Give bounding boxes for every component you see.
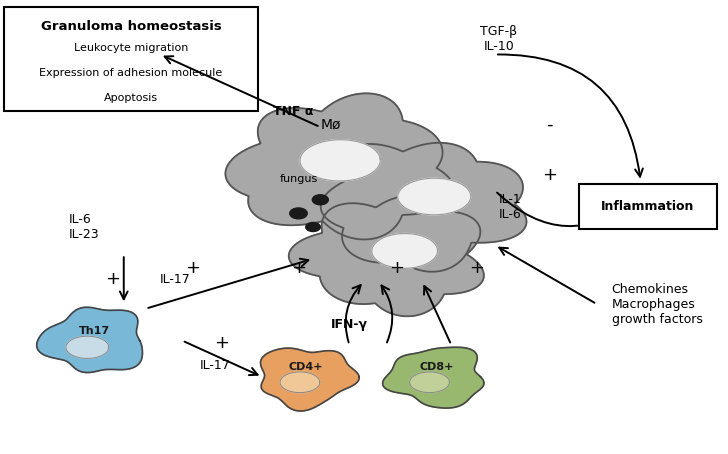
Text: Inflammation: Inflammation [601,200,695,213]
Text: +: + [389,259,404,277]
Text: Chemokines
Macrophages
growth factors: Chemokines Macrophages growth factors [612,283,703,326]
Text: TGF-β
IL-10: TGF-β IL-10 [480,25,517,53]
Text: Mø: Mø [321,118,341,132]
Text: Th17: Th17 [79,326,110,336]
Text: IL-17: IL-17 [160,273,191,286]
Text: Expression of adhesion molecule: Expression of adhesion molecule [39,68,223,78]
Text: CD4+: CD4+ [288,362,323,372]
Text: Leukocyte migration: Leukocyte migration [74,43,189,53]
FancyBboxPatch shape [4,7,258,111]
Text: IL-17: IL-17 [200,359,231,372]
Polygon shape [261,348,359,411]
Text: CD8+: CD8+ [419,362,454,372]
FancyBboxPatch shape [579,184,717,229]
Polygon shape [410,372,449,393]
Circle shape [306,222,320,232]
Polygon shape [226,94,454,239]
FancyArrowPatch shape [497,192,637,226]
Polygon shape [280,372,320,393]
Polygon shape [289,195,484,316]
FancyArrowPatch shape [498,54,643,177]
Text: +: + [542,166,557,184]
Text: +: + [470,259,484,277]
Text: IL-1
IL-6: IL-1 IL-6 [499,192,521,221]
Text: Apoptosis: Apoptosis [104,93,158,103]
Text: TNF α: TNF α [273,105,314,118]
Polygon shape [66,336,108,358]
Circle shape [312,195,328,205]
Text: -: - [547,116,553,134]
Text: fungus: fungus [280,174,317,184]
Polygon shape [321,143,526,272]
Text: +: + [186,259,200,277]
Polygon shape [300,140,380,181]
Polygon shape [383,347,484,408]
Text: Granuloma homeostasis: Granuloma homeostasis [41,20,221,34]
Polygon shape [397,178,471,215]
Text: +: + [106,270,120,288]
Text: IFN-γ: IFN-γ [331,318,368,331]
Text: IL-6
IL-23: IL-6 IL-23 [69,213,100,241]
Polygon shape [36,307,143,373]
Text: +: + [291,259,306,277]
Polygon shape [372,233,438,268]
Circle shape [290,208,307,219]
Text: +: + [215,334,229,352]
